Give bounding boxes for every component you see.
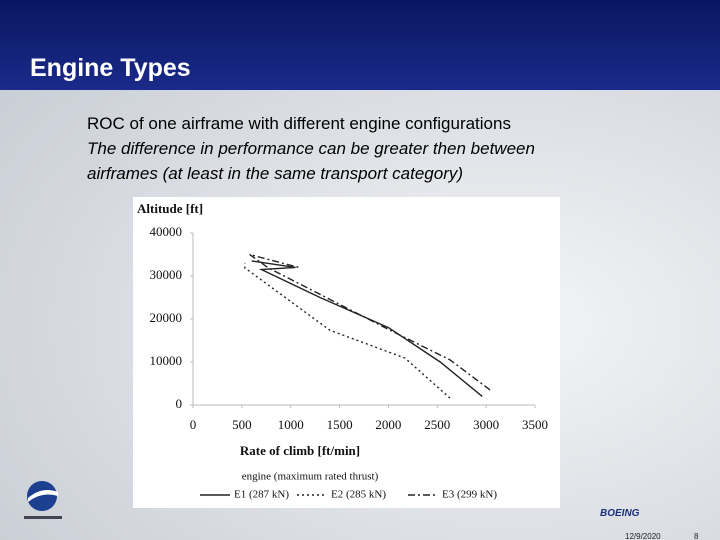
page-number: 8 xyxy=(694,532,699,540)
header-bar xyxy=(0,0,720,90)
boeing-logo: BOEING xyxy=(600,508,640,519)
x-tick-label: 1500 xyxy=(327,417,353,432)
series-line xyxy=(244,263,451,399)
x-axis-label: Rate of climb [ft/min] xyxy=(240,443,360,458)
x-tick-label: 0 xyxy=(190,417,197,432)
x-tick-label: 2500 xyxy=(424,417,450,432)
x-tick-label: 3500 xyxy=(522,417,548,432)
legend-title: engine (maximum rated thrust) xyxy=(242,471,379,483)
x-tick-label: 1000 xyxy=(278,417,304,432)
y-tick-label: 40000 xyxy=(150,224,183,239)
chart: Altitude [ft] Rate of climb [ft/min] eng… xyxy=(133,197,560,508)
body-text: ROC of one airframe with different engin… xyxy=(87,114,511,133)
series-line xyxy=(249,253,491,391)
slide-title: Engine Types xyxy=(30,54,191,82)
x-tick-label: 2000 xyxy=(375,417,401,432)
y-tick-label: 10000 xyxy=(150,353,183,368)
legend-label: E1 (287 kN) xyxy=(234,489,289,501)
y-tick-label: 0 xyxy=(176,396,183,411)
legend-label: E2 (285 kN) xyxy=(331,489,386,501)
series-line xyxy=(251,260,483,397)
x-tick-label: 3000 xyxy=(473,417,499,432)
body-text: The difference in performance can be gre… xyxy=(87,139,535,158)
legend-label: E3 (299 kN) xyxy=(442,489,497,501)
x-tick-label: 500 xyxy=(232,417,252,432)
y-axis-label: Altitude [ft] xyxy=(137,201,203,216)
body-text: airframes (at least in the same transpor… xyxy=(87,164,464,183)
date: 12/9/2020 xyxy=(625,532,661,540)
y-tick-label: 20000 xyxy=(150,310,183,325)
eurocontrol-logo xyxy=(24,481,62,519)
y-tick-label: 30000 xyxy=(150,267,183,282)
